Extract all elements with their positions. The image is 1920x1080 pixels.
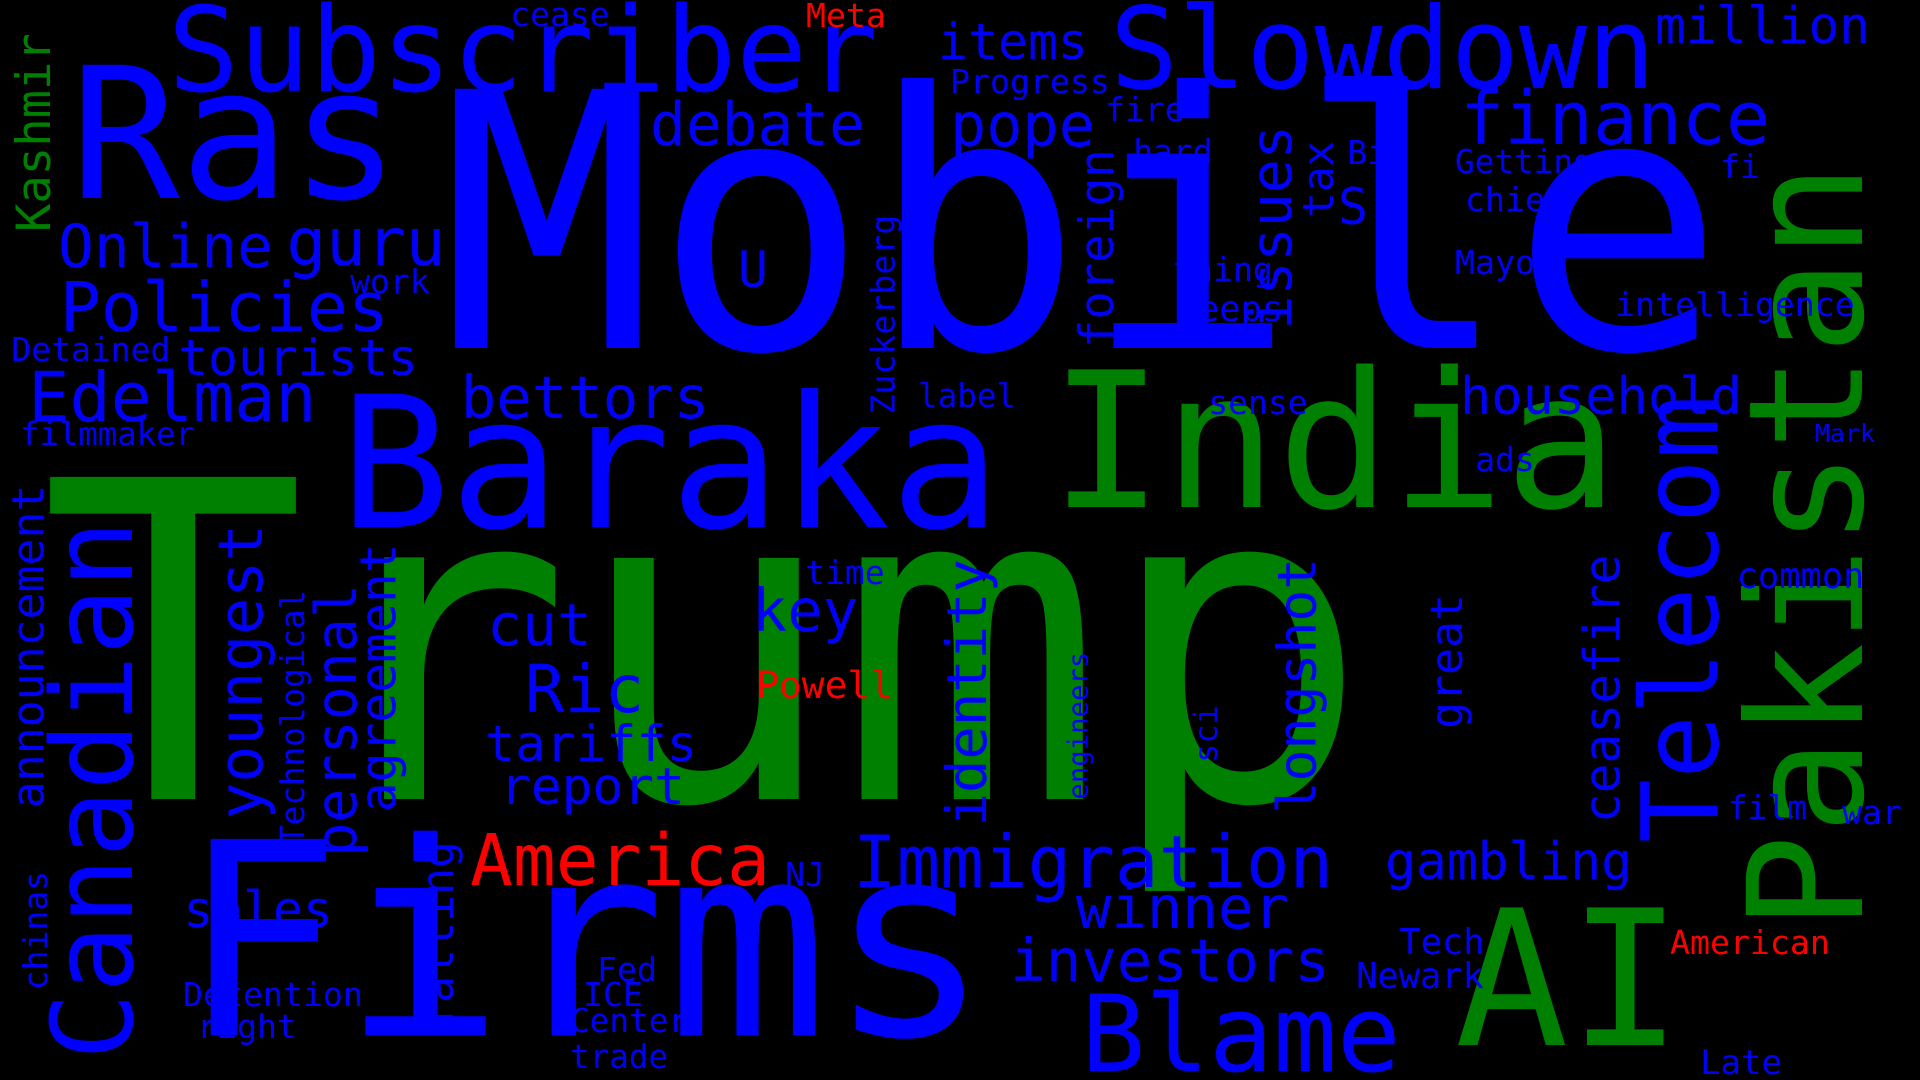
word-ceasefire: ceasefire — [1573, 554, 1632, 824]
word-tax: tax — [1294, 140, 1344, 218]
word-ads: ads — [1475, 439, 1535, 479]
word-subscriber: Subscriber — [167, 0, 879, 119]
word-center: Center — [570, 1001, 689, 1040]
word-agreement: agreement — [349, 543, 408, 812]
word-late: Late — [1700, 1043, 1783, 1080]
word-meta: Meta — [806, 0, 886, 36]
word-thing: thing — [1173, 250, 1273, 290]
word-newark: Newark — [1356, 956, 1484, 998]
word-detained: Detained — [11, 329, 171, 369]
word-report: report — [500, 757, 685, 818]
word-guru: guru — [286, 204, 446, 281]
word-zuckerberg: Zuckerberg — [862, 215, 902, 415]
word-cease: cease — [510, 0, 610, 34]
word-india: India — [1049, 331, 1619, 552]
word-investors: investors — [1010, 925, 1330, 995]
word-pope: pope — [950, 90, 1095, 161]
word-million: million — [1655, 0, 1870, 56]
word-immigration: Immigration — [853, 820, 1334, 905]
word-fi: fi — [1720, 146, 1760, 186]
word-slowdown: Slowdown — [1110, 0, 1656, 116]
word-gambling: gambling — [1385, 832, 1633, 893]
word-progress: Progress — [950, 62, 1110, 102]
word-fire: fire — [1105, 89, 1185, 129]
word-cut: cut — [487, 590, 592, 659]
word-winner: winner — [1075, 872, 1290, 942]
word-trump: Trump — [40, 390, 1370, 905]
word-label: label — [918, 376, 1017, 415]
word-hard: hard — [1133, 131, 1213, 171]
word-war: war — [1842, 792, 1902, 832]
word-blame: Blame — [1081, 972, 1401, 1080]
word-filmmaker: filmmaker — [20, 414, 195, 453]
word-powell: Powell — [756, 663, 893, 708]
word-mobile: Mobile — [440, 18, 1725, 433]
word-sales: sales — [183, 881, 333, 940]
word-getting: Getting — [1455, 142, 1593, 181]
word-tech: Tech — [1399, 922, 1485, 964]
word-technological: Technological — [273, 589, 312, 845]
word-u: U — [738, 240, 768, 299]
word-longshot: longshot — [1265, 557, 1328, 813]
word-film: film — [1727, 787, 1808, 827]
word-bettors: bettors — [460, 362, 710, 432]
word-kashmir: Kashmir — [6, 33, 62, 233]
word-common: common — [1736, 556, 1865, 598]
word-debate: debate — [650, 91, 865, 161]
word-ice: ICE — [583, 975, 643, 1015]
word-nj: NJ — [785, 854, 825, 894]
word-announcement: announcement — [1, 484, 55, 808]
word-household: household — [1460, 367, 1742, 427]
word-telecom: Telecom — [1619, 395, 1744, 843]
word-policies: Policies — [59, 268, 390, 348]
word-great: great — [1419, 593, 1473, 729]
word-ras: Ras — [70, 28, 400, 242]
word-edelman: Edelman — [28, 358, 317, 438]
word-s: S — [1338, 177, 1368, 236]
word-detention: Detention — [183, 975, 363, 1015]
word-ric: Ric — [524, 651, 645, 728]
word-online: Online — [58, 213, 273, 283]
word-finance: finance — [1460, 77, 1771, 163]
word-items: items — [938, 12, 1088, 71]
word-right: right — [197, 1007, 297, 1047]
word-foreign: foreign — [1069, 149, 1125, 349]
word-ai: AI — [1454, 869, 1683, 1080]
word-american: American — [1670, 922, 1830, 962]
word-identity: identity — [934, 558, 1000, 827]
word-time: time — [805, 552, 885, 592]
word-falling: falling — [410, 841, 464, 1030]
word-america: America — [470, 818, 771, 902]
word-mark: Mark — [1815, 418, 1875, 448]
word-tourists: tourists — [178, 329, 418, 388]
word-intelligence: intelligence — [1615, 285, 1855, 325]
word-tariffs: tariffs — [485, 713, 697, 773]
word-fed: Fed — [597, 950, 657, 990]
word-key: key — [751, 575, 859, 645]
word-firms: Firms — [180, 785, 990, 1080]
word-sci: sci — [1186, 705, 1225, 763]
word-sense: sense — [1208, 382, 1308, 422]
word-big: Big — [1347, 132, 1407, 172]
word-chinas: chinas — [16, 870, 56, 990]
word-mayor: Mayor — [1455, 243, 1555, 283]
word-chief: chief — [1465, 180, 1565, 220]
word-keeps: Keeps — [1176, 289, 1284, 331]
word-trade: trade — [570, 1037, 669, 1076]
word-baraka: Baraka — [339, 358, 1001, 572]
word-youngest: youngest — [206, 524, 278, 820]
word-work: work — [350, 261, 430, 301]
word-engineers: engineers — [1063, 651, 1095, 800]
